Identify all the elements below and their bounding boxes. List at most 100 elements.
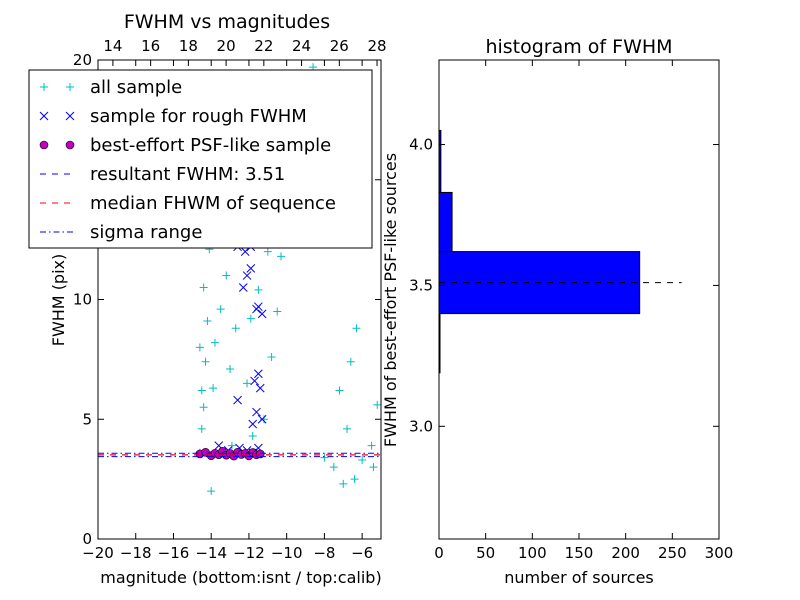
- x-tick-label: 50: [476, 544, 495, 562]
- legend-label: sigma range: [90, 222, 202, 243]
- legend-marker-x: [39, 111, 49, 121]
- scatter-point-x: [250, 376, 259, 386]
- scatter-legend: all sample sample for rough FWHM best-effo…: [28, 69, 373, 249]
- legend-label: best-effort PSF-like sample: [90, 135, 331, 156]
- scatter-point-x: [240, 247, 250, 256]
- y-tick-label: 4.0: [409, 136, 433, 154]
- legend-label: resultant FWHM: 3.51: [90, 164, 285, 185]
- legend-label: sample for rough FWHM: [90, 106, 307, 127]
- top-x-tick-label: 28: [367, 37, 386, 55]
- legend-entries: all sample sample for rough FWHM best-effo…: [39, 77, 336, 243]
- scatter-title: FWHM vs magnitudes: [124, 11, 330, 33]
- scatter-point-x: [246, 264, 256, 273]
- histogram-title: histogram of FWHM: [485, 36, 672, 58]
- legend-box: [28, 69, 373, 249]
- scatter-point-circle: [255, 449, 265, 459]
- scatter-point-x: [257, 414, 267, 424]
- x-tick-label: 100: [518, 544, 547, 562]
- x-tick-label: 0: [434, 544, 444, 562]
- legend-label: median FHWM of sequence: [90, 193, 336, 214]
- y-tick-label: 0: [82, 530, 92, 548]
- scatter-point-x: [248, 419, 258, 429]
- scatter-point-plus: [246, 314, 255, 323]
- scatter-point-plus: [273, 307, 282, 316]
- scatter-point-plus: [197, 424, 206, 433]
- scatter-point-x: [255, 383, 265, 393]
- legend-marker-circle: [39, 140, 49, 150]
- top-x-tick-label: 22: [254, 37, 273, 55]
- histogram-panel: histogram of FWHM 0 50 100 150 200 250 300 3.0 3…: [381, 36, 733, 587]
- x-tick-label: −16: [158, 544, 190, 562]
- legend-marker-circle: [65, 140, 75, 150]
- x-tick-label: 300: [705, 544, 734, 562]
- legend-marker-plus: [40, 83, 48, 91]
- scatter-point-plus: [260, 415, 269, 424]
- scatter-point-plus: [339, 479, 348, 488]
- y-tick-label: 20: [73, 51, 92, 69]
- scatter-x-axis-label: magnitude (bottom:isnt / top:calib): [100, 568, 381, 587]
- histogram-y-axis-label: FWHM of best-effort PSF-like sources: [381, 153, 400, 447]
- y-tick-label: 3.0: [409, 417, 433, 435]
- scatter-point-x: [254, 302, 263, 312]
- top-x-tick-label: 16: [141, 37, 160, 55]
- scatter-point-plus: [199, 283, 208, 292]
- scatter-point-x: [233, 395, 242, 405]
- legend-label: all sample: [90, 77, 182, 98]
- histogram-bar: [438, 191, 453, 253]
- scatter-point-plus: [373, 400, 381, 409]
- scatter-panel: FWHM vs magnitudes −20 −18 −16 −14 −12 −10 −8−…: [49, 11, 387, 587]
- scatter-point-plus: [343, 424, 352, 433]
- scatter-point-plus: [201, 357, 210, 366]
- scatter-point-plus: [248, 432, 257, 441]
- scatter-point-x: [257, 309, 267, 319]
- x-tick-label: 200: [611, 544, 640, 562]
- x-tick-label: −20: [82, 544, 114, 562]
- scatter-point-plus: [209, 384, 218, 393]
- scatter-point-x: [242, 271, 252, 280]
- histogram-ticks: 0 50 100 150 200 250 300 3.0 3.5 4.0: [409, 60, 733, 562]
- scatter-point-x: [252, 407, 261, 417]
- scatter-point-plus: [277, 252, 286, 261]
- scatter-point-plus: [335, 386, 344, 395]
- scatter-point-plus: [320, 453, 329, 462]
- scatter-point-plus: [226, 364, 235, 373]
- top-x-tick-label: 18: [179, 37, 198, 55]
- scatter-point-plus: [222, 271, 231, 280]
- scatter-point-plus: [197, 386, 206, 395]
- top-x-tick-label: 20: [217, 37, 236, 55]
- legend-marker-x: [65, 111, 75, 121]
- top-x-tick-label: 14: [103, 37, 122, 55]
- y-tick-label: 5: [82, 410, 92, 428]
- scatter-point-plus: [207, 487, 216, 496]
- x-tick-label: −12: [233, 544, 265, 562]
- scatter-point-plus: [358, 455, 367, 464]
- scatter-point-plus: [352, 324, 361, 333]
- y-tick-label: 10: [73, 291, 92, 309]
- scatter-point-plus: [263, 247, 272, 256]
- top-x-tick-label: 24: [292, 37, 311, 55]
- x-tick-label: −14: [195, 544, 227, 562]
- x-tick-label: −8: [313, 544, 335, 562]
- scatter-point-plus: [216, 305, 225, 314]
- scatter-point-plus: [267, 352, 276, 361]
- x-tick-label: −18: [120, 544, 152, 562]
- legend-marker-plus: [66, 83, 74, 91]
- scatter-point-plus: [203, 317, 212, 326]
- scatter-y-axis-label: FWHM (pix): [49, 254, 68, 347]
- scatter-point-plus: [227, 441, 236, 450]
- histogram-x-axis-label: number of sources: [504, 568, 654, 587]
- x-tick-label: −10: [271, 544, 303, 562]
- scatter-point-plus: [195, 343, 204, 352]
- scatter-point-plus: [367, 441, 376, 450]
- scatter-point-plus: [346, 357, 355, 366]
- scatter-point-plus: [231, 324, 240, 333]
- scatter-point-plus: [243, 379, 252, 388]
- scatter-point-plus: [210, 338, 219, 347]
- scatter-point-plus: [254, 285, 263, 294]
- scatter-point-plus: [369, 463, 378, 472]
- y-tick-label: 3.5: [409, 276, 433, 294]
- scatter-ticks: −20 −18 −16 −14 −12 −10 −8 −6 14 16 18 20 22 24 26 28 0 5…: [73, 37, 387, 562]
- scatter-point-x: [238, 283, 248, 292]
- scatter-point-plus: [329, 463, 338, 472]
